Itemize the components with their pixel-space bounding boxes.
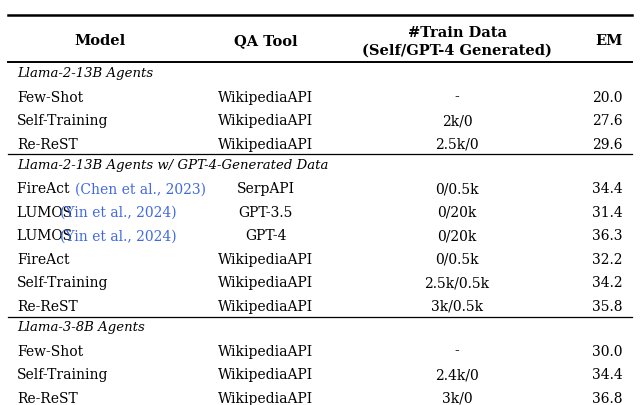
Text: Self-Training: Self-Training xyxy=(17,114,109,128)
Text: 2.4k/0: 2.4k/0 xyxy=(435,368,479,382)
Text: (Yin et al., 2024): (Yin et al., 2024) xyxy=(60,229,177,243)
Text: 3k/0: 3k/0 xyxy=(442,392,472,405)
Text: 0/0.5k: 0/0.5k xyxy=(435,253,479,267)
Text: Re-ReST: Re-ReST xyxy=(17,300,78,314)
Text: WikipediaAPI: WikipediaAPI xyxy=(218,368,314,382)
Text: 30.0: 30.0 xyxy=(592,345,623,358)
Text: Llama-2-13B Agents w/ GPT-4-Generated Data: Llama-2-13B Agents w/ GPT-4-Generated Da… xyxy=(17,159,329,172)
Text: (Chen et al., 2023): (Chen et al., 2023) xyxy=(75,182,205,196)
Text: 0/20k: 0/20k xyxy=(437,229,477,243)
Text: #Train Data: #Train Data xyxy=(408,26,506,40)
Text: Few-Shot: Few-Shot xyxy=(17,345,83,358)
Text: Llama-2-13B Agents: Llama-2-13B Agents xyxy=(17,67,154,80)
Text: 0/20k: 0/20k xyxy=(437,206,477,220)
Text: Re-ReST: Re-ReST xyxy=(17,138,78,151)
Text: WikipediaAPI: WikipediaAPI xyxy=(218,114,314,128)
Text: 2.5k/0.5k: 2.5k/0.5k xyxy=(424,276,490,290)
Text: WikipediaAPI: WikipediaAPI xyxy=(218,276,314,290)
Text: Few-Shot: Few-Shot xyxy=(17,91,83,104)
Text: Model: Model xyxy=(74,34,126,48)
Text: 34.4: 34.4 xyxy=(592,368,623,382)
Text: 36.3: 36.3 xyxy=(592,229,623,243)
Text: FireAct: FireAct xyxy=(17,253,70,267)
Text: WikipediaAPI: WikipediaAPI xyxy=(218,392,314,405)
Text: LUMOS: LUMOS xyxy=(17,206,77,220)
Text: 3k/0.5k: 3k/0.5k xyxy=(431,300,483,314)
Text: GPT-3.5: GPT-3.5 xyxy=(239,206,293,220)
Text: Self-Training: Self-Training xyxy=(17,368,109,382)
Text: Llama-3-8B Agents: Llama-3-8B Agents xyxy=(17,321,145,334)
Text: WikipediaAPI: WikipediaAPI xyxy=(218,91,314,104)
Text: WikipediaAPI: WikipediaAPI xyxy=(218,345,314,358)
Text: 35.8: 35.8 xyxy=(592,300,623,314)
Text: 36.8: 36.8 xyxy=(592,392,623,405)
Text: 20.0: 20.0 xyxy=(592,91,623,104)
Text: FireAct: FireAct xyxy=(17,182,74,196)
Text: GPT-4: GPT-4 xyxy=(245,229,287,243)
Text: 31.4: 31.4 xyxy=(592,206,623,220)
Text: Re-ReST: Re-ReST xyxy=(17,392,78,405)
Text: -: - xyxy=(454,91,460,104)
Text: 29.6: 29.6 xyxy=(592,138,623,151)
Text: Self-Training: Self-Training xyxy=(17,276,109,290)
Text: QA Tool: QA Tool xyxy=(234,34,298,48)
Text: 32.2: 32.2 xyxy=(592,253,623,267)
Text: -: - xyxy=(454,345,460,358)
Text: LUMOS: LUMOS xyxy=(17,229,77,243)
Text: (Self/GPT-4 Generated): (Self/GPT-4 Generated) xyxy=(362,44,552,58)
Text: 2k/0: 2k/0 xyxy=(442,114,472,128)
Text: WikipediaAPI: WikipediaAPI xyxy=(218,300,314,314)
Text: 27.6: 27.6 xyxy=(592,114,623,128)
Text: (Yin et al., 2024): (Yin et al., 2024) xyxy=(60,206,177,220)
Text: 2.5k/0: 2.5k/0 xyxy=(435,138,479,151)
Text: 0/0.5k: 0/0.5k xyxy=(435,182,479,196)
Text: SerpAPI: SerpAPI xyxy=(237,182,295,196)
Text: WikipediaAPI: WikipediaAPI xyxy=(218,253,314,267)
Text: 34.4: 34.4 xyxy=(592,182,623,196)
Text: 34.2: 34.2 xyxy=(592,276,623,290)
Text: WikipediaAPI: WikipediaAPI xyxy=(218,138,314,151)
Text: EM: EM xyxy=(595,34,623,48)
